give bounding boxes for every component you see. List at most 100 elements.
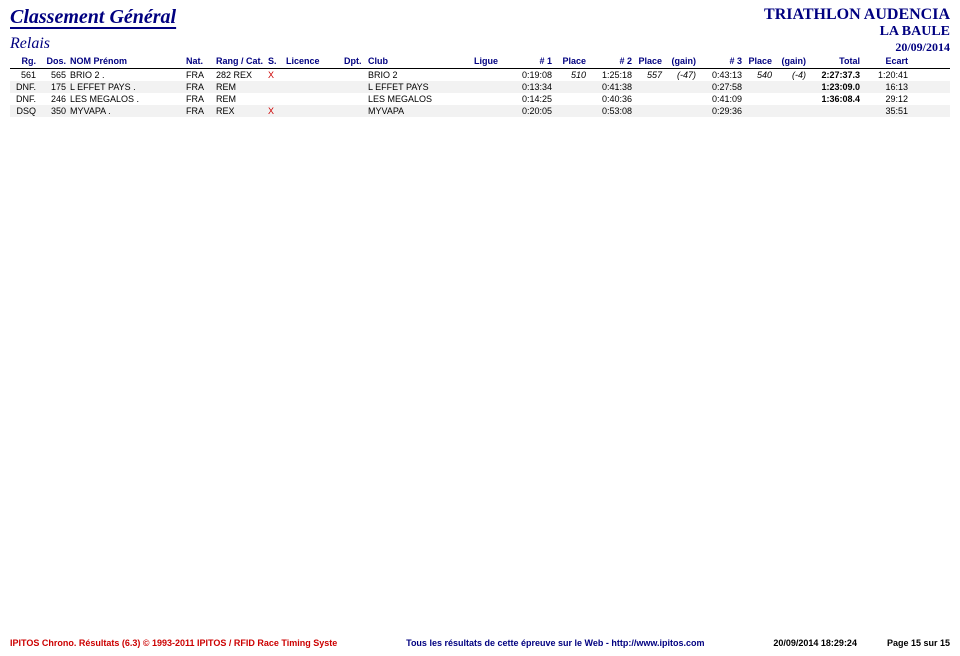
table-body: 561565BRIO 2 .FRA282 REXXBRIO 20:19:0851…	[10, 69, 950, 117]
col-p1: Place	[554, 56, 588, 66]
cell-g2	[664, 98, 698, 100]
col-dos: Dos.	[38, 56, 68, 66]
cell-ecart: 1:20:41	[862, 69, 910, 81]
footer-credits: IPITOS Chrono. Résultats (6.3) © 1993-20…	[10, 638, 337, 648]
cell-t3: 0:43:13	[698, 69, 744, 81]
col-t3: # 3	[698, 56, 744, 66]
cell-total	[808, 110, 862, 112]
cell-licence	[284, 110, 342, 112]
cell-t2: 0:53:08	[588, 105, 634, 117]
event-info: TRIATHLON AUDENCIA LA BAULE 20/09/2014	[764, 6, 950, 55]
cell-g2: (-47)	[664, 69, 698, 81]
report-header: Classement Général Relais TRIATHLON AUDE…	[10, 6, 950, 54]
cell-rg: DNF.	[10, 93, 38, 105]
col-g3: (gain)	[774, 56, 808, 66]
cell-g3: (-4)	[774, 69, 808, 81]
cell-t1: 0:19:08	[508, 69, 554, 81]
table-row: 561565BRIO 2 .FRA282 REXX BRIO 2 0:19:0851…	[10, 69, 950, 81]
cell-t2: 1:25:18	[588, 69, 634, 81]
table-header: Rg. Dos. NOM Prénom Nat. Rang / Cat. S. …	[10, 54, 950, 69]
event-name: TRIATHLON AUDENCIA	[764, 6, 950, 24]
cell-p1	[554, 110, 588, 112]
col-total: Total	[808, 56, 862, 66]
cell-rangcat: REX	[214, 105, 266, 117]
col-ligue: Ligue	[472, 56, 508, 66]
cell-p3: 540	[744, 69, 774, 81]
cell-ligue	[472, 74, 508, 76]
cell-t1: 0:14:25	[508, 93, 554, 105]
cell-rg: DNF.	[10, 81, 38, 93]
footer-page: Page 15 sur 15	[887, 638, 950, 648]
cell-rg: 561	[10, 69, 38, 81]
col-t1: # 1	[508, 56, 554, 66]
cell-g3	[774, 86, 808, 88]
col-nom: NOM Prénom	[68, 56, 184, 66]
cell-dos: 565	[38, 69, 68, 81]
cell-dos: 350	[38, 105, 68, 117]
cell-dpt	[342, 110, 366, 112]
cell-p2	[634, 86, 664, 88]
cell-ecart: 29:12	[862, 93, 910, 105]
cell-t1: 0:20:05	[508, 105, 554, 117]
cell-dos: 246	[38, 93, 68, 105]
col-p3: Place	[744, 56, 774, 66]
cell-licence	[284, 86, 342, 88]
cell-licence	[284, 98, 342, 100]
cell-t3: 0:29:36	[698, 105, 744, 117]
cell-ligue	[472, 86, 508, 88]
cell-p1	[554, 86, 588, 88]
footer-datetime: 20/09/2014 18:29:24	[773, 638, 857, 648]
cell-s: X	[266, 105, 284, 117]
footer-link: Tous les résultats de cette épreuve sur …	[406, 638, 704, 648]
cell-ligue	[472, 110, 508, 112]
cell-g2	[664, 86, 698, 88]
cell-t1: 0:13:34	[508, 81, 554, 93]
cell-dpt	[342, 98, 366, 100]
cell-p2: 557	[634, 69, 664, 81]
cell-t3: 0:41:09	[698, 93, 744, 105]
cell-p1: 510	[554, 69, 588, 81]
event-location: LA BAULE	[764, 24, 950, 40]
cell-club: LES MEGALOS	[366, 93, 472, 105]
cell-g2	[664, 110, 698, 112]
cell-p3	[744, 86, 774, 88]
cell-p3	[744, 110, 774, 112]
cell-rg: DSQ	[10, 105, 38, 117]
report-footer: IPITOS Chrono. Résultats (6.3) © 1993-20…	[10, 638, 950, 648]
col-club: Club	[366, 56, 472, 66]
cell-g3	[774, 110, 808, 112]
col-p2: Place	[634, 56, 664, 66]
col-rg: Rg.	[10, 56, 38, 66]
cell-total: 1:36:08.4	[808, 93, 862, 105]
col-nat: Nat.	[184, 56, 214, 66]
cell-total: 2:27:37.3	[808, 69, 862, 81]
cell-nom: BRIO 2 .	[68, 69, 184, 81]
cell-nat: FRA	[184, 69, 214, 81]
cell-nom: MYVAPA .	[68, 105, 184, 117]
cell-club: BRIO 2	[366, 69, 472, 81]
col-t2: # 2	[588, 56, 634, 66]
cell-rangcat: REM	[214, 81, 266, 93]
col-g2: (gain)	[664, 56, 698, 66]
table-row: DSQ350MYVAPA .FRAREXXMYVAPA0:20:050:53:0…	[10, 105, 950, 117]
col-s: S.	[266, 56, 284, 66]
col-ecart: Ecart	[862, 56, 910, 66]
cell-dpt	[342, 86, 366, 88]
cell-club: L EFFET PAYS	[366, 81, 472, 93]
cell-p1	[554, 98, 588, 100]
cell-nom: L EFFET PAYS .	[68, 81, 184, 93]
cell-ecart: 35:51	[862, 105, 910, 117]
cell-nat: FRA	[184, 81, 214, 93]
cell-rangcat: 282 REX	[214, 69, 266, 81]
cell-ecart: 16:13	[862, 81, 910, 93]
cell-ligue	[472, 98, 508, 100]
col-rangcat: Rang / Cat.	[214, 56, 266, 66]
cell-s: X	[266, 69, 284, 81]
cell-dpt	[342, 74, 366, 76]
cell-p3	[744, 98, 774, 100]
cell-s	[266, 98, 284, 100]
cell-nom: LES MEGALOS .	[68, 93, 184, 105]
cell-t3: 0:27:58	[698, 81, 744, 93]
col-licence: Licence	[284, 56, 342, 66]
cell-p2	[634, 110, 664, 112]
